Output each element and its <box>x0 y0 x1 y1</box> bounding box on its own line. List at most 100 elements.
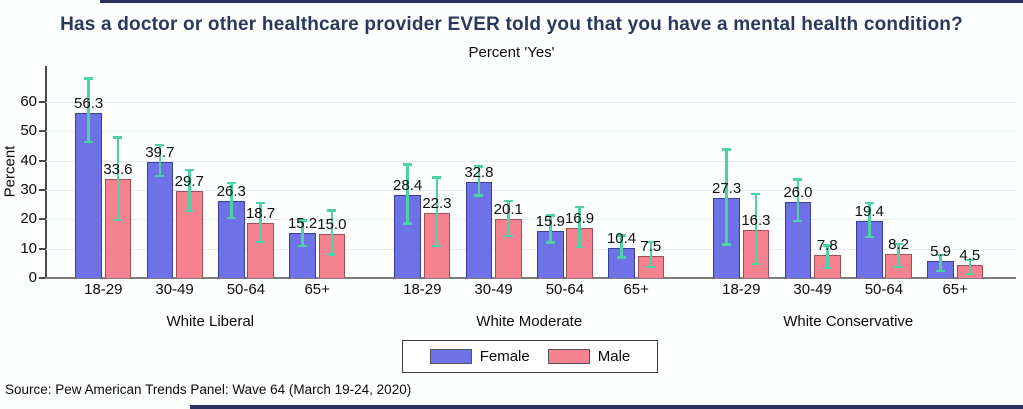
error-bar-cap-top <box>432 176 442 179</box>
gridline <box>46 102 1016 103</box>
error-bar-line <box>649 240 653 269</box>
y-tick-label: 50 <box>20 122 37 140</box>
error-bar-cap-bottom <box>864 235 874 239</box>
error-bar-line <box>330 209 334 256</box>
y-tick-mark <box>39 159 45 162</box>
bar-value-label: 4.5 <box>959 246 981 264</box>
gridline <box>46 248 1016 250</box>
error-bar-line <box>968 258 972 276</box>
y-tick-mark <box>39 218 45 221</box>
error-bar-line <box>897 242 900 269</box>
error-bar-cap-top <box>575 205 585 209</box>
error-bar-cap-top <box>864 201 874 205</box>
error-bar-cap-bottom <box>894 265 904 269</box>
y-tick-mark <box>39 277 45 279</box>
error-bar-cap-top <box>403 163 413 166</box>
y-tick-mark <box>39 101 45 103</box>
error-bar-cap-bottom <box>184 209 194 213</box>
bar-value-label: 26.0 <box>783 183 813 201</box>
y-tick-label: 0 <box>28 269 37 286</box>
chart-subtitle: Percent 'Yes' <box>468 44 555 61</box>
female-swatch <box>429 349 472 364</box>
y-tick-label: 20 <box>20 210 37 228</box>
legend-entry-female: Female <box>429 348 530 365</box>
error-bar-line <box>116 136 120 222</box>
error-bar-cap-bottom <box>793 219 803 223</box>
error-bar-cap-bottom <box>575 245 585 249</box>
error-bar-cap-bottom <box>722 243 732 246</box>
error-bar-line <box>549 214 552 244</box>
error-bar-line <box>158 143 162 178</box>
error-bar-cap-bottom <box>646 265 656 269</box>
error-bar-line <box>87 77 90 144</box>
group-label: White Liberal <box>166 313 255 330</box>
group-label: White Moderate <box>476 313 583 330</box>
bar-value-label: 22.3 <box>422 194 452 212</box>
bar-value-label: 8.2 <box>888 235 909 253</box>
error-bar-cap-bottom <box>298 244 308 248</box>
chart-title: Has a doctor or other healthcare provide… <box>60 14 963 35</box>
error-bar-cap-top <box>751 192 761 196</box>
error-bar-cap-bottom <box>617 256 627 259</box>
error-bar-cap-top <box>113 136 123 139</box>
bar-value-label: 32.8 <box>464 163 494 181</box>
error-bar-line <box>188 168 191 213</box>
error-bar-cap-bottom <box>545 241 555 244</box>
bottom-edge-strip <box>190 405 1023 409</box>
error-bar-line <box>230 181 233 220</box>
gridline <box>46 131 1016 133</box>
y-tick-mark <box>39 130 45 133</box>
error-bar-cap-top <box>298 219 308 222</box>
error-bar-line <box>868 201 871 239</box>
error-bar-cap-bottom <box>474 194 484 197</box>
bar-value-label: 19.4 <box>854 203 884 221</box>
error-bar-line <box>578 205 581 249</box>
bar-value-label: 16.3 <box>741 212 771 230</box>
bar-value-label: 5.9 <box>930 242 951 260</box>
bar-value-label: 29.7 <box>174 172 204 190</box>
error-bar-cap-bottom <box>113 218 123 222</box>
group-label: White Conservative <box>783 313 914 330</box>
error-bar-cap-top <box>722 148 732 151</box>
error-bar-cap-top <box>793 178 803 181</box>
gridline <box>46 219 1016 221</box>
error-bar-cap-top <box>545 214 555 217</box>
bar-value-label: 16.9 <box>564 210 595 228</box>
error-bar-line <box>826 244 829 270</box>
y-axis-line <box>45 66 47 279</box>
bar-value-label: 15.9 <box>535 213 565 231</box>
error-bar-cap-bottom <box>503 234 513 238</box>
error-bar-cap-bottom <box>327 253 337 256</box>
error-bar-line <box>507 199 510 238</box>
x-tick-label: 50-64 <box>226 281 266 298</box>
legend: Female Male <box>402 340 658 373</box>
error-bar-line <box>796 178 800 223</box>
error-bar-cap-top <box>155 143 165 147</box>
x-tick-label: 65+ <box>623 281 649 298</box>
error-bar-cap-top <box>965 258 975 262</box>
error-bar-cap-bottom <box>155 174 165 178</box>
error-bar-cap-top <box>226 181 236 185</box>
error-bar-cap-top <box>256 201 266 205</box>
x-tick-label: 18-29 <box>722 281 761 298</box>
error-bar-line <box>754 192 758 266</box>
gridline <box>46 190 1016 191</box>
y-tick-mark <box>39 189 45 191</box>
error-bar-cap-top <box>822 244 832 247</box>
bar-value-label: 10.4 <box>606 229 637 247</box>
bar-value-label: 56.3 <box>74 94 104 112</box>
error-bar-cap-top <box>327 209 337 212</box>
male-swatch <box>547 349 590 364</box>
chart-plot-area: 56.3 39.7 26.3 15.2 33.6 29.7 18.7 15.0 28.4 32.8… <box>46 66 1016 278</box>
x-tick-label: 65+ <box>942 281 968 298</box>
legend-entry-male: Male <box>547 348 630 365</box>
error-bar-line <box>477 165 481 197</box>
x-tick-label: 30-49 <box>155 281 194 298</box>
error-bar-line <box>939 253 942 273</box>
bar-value-label: 15.0 <box>317 216 347 233</box>
error-bar-cap-bottom <box>256 240 266 244</box>
error-bar-line <box>435 176 439 248</box>
error-bar-cap-bottom <box>965 272 975 276</box>
x-axis-line <box>45 277 1016 279</box>
